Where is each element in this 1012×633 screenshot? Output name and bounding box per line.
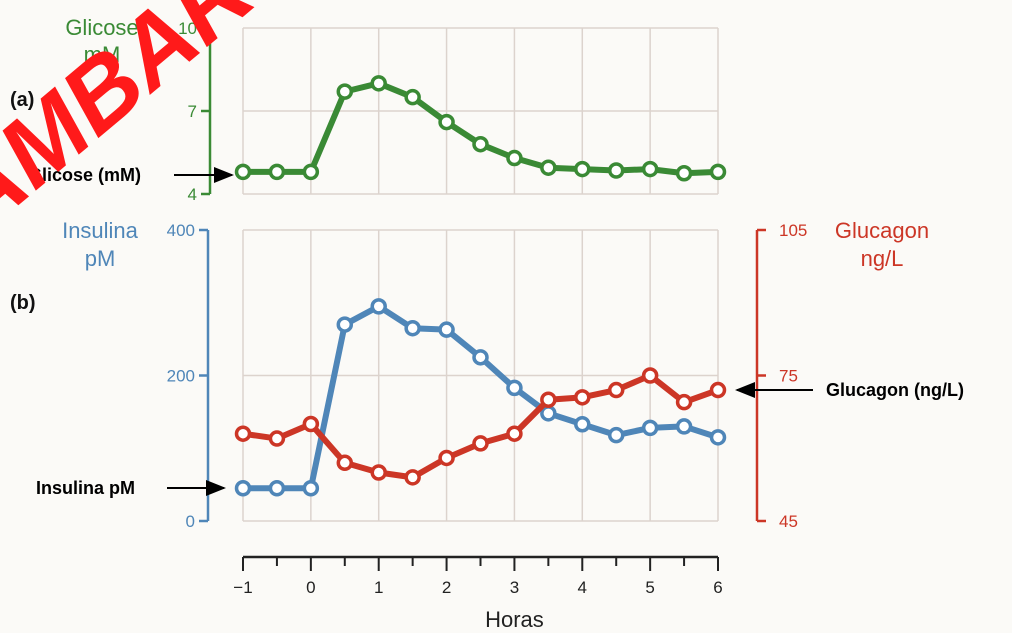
insulin-point <box>540 405 557 422</box>
x-tick-label: 6 <box>713 578 722 597</box>
insulin-point <box>607 426 625 444</box>
glucagon-point <box>234 425 252 442</box>
glucose-point <box>540 159 557 176</box>
insulin-y-tick-label: 200 <box>167 367 195 386</box>
panel-b-label: (b) <box>10 292 36 314</box>
glucagon-y-tick-label: 105 <box>779 221 807 240</box>
insulin-point <box>268 480 286 497</box>
insulin-point <box>675 418 693 435</box>
glucose-axis-unit: mM <box>84 42 121 67</box>
glucagon-point <box>302 415 320 433</box>
glucagon-point <box>336 454 354 472</box>
panel-a-label: (a) <box>10 89 34 111</box>
glucose-point <box>472 135 489 153</box>
glucose-axis-title: Glicose <box>65 15 138 40</box>
insulin-callout: Insulina pM <box>36 478 135 498</box>
glucose-point <box>438 113 455 131</box>
x-tick-label: 3 <box>510 578 519 597</box>
glucose-point <box>675 165 693 182</box>
glucagon-axis-unit: ng/L <box>861 246 904 271</box>
glucagon-point <box>607 381 625 399</box>
glucagon-point <box>438 449 455 467</box>
glucagon-y-tick-label: 75 <box>779 367 798 386</box>
glucose-point <box>574 160 591 178</box>
glucagon-point <box>268 430 286 447</box>
glucagon-point <box>506 425 523 442</box>
glucose-y-tick-label: 10 <box>178 19 197 38</box>
glucose-callout: Glicose (mM) <box>28 165 141 185</box>
x-tick-label: 1 <box>374 578 383 597</box>
x-tick-label: −1 <box>233 578 252 597</box>
glucose-point <box>234 163 252 181</box>
insulin-point <box>709 429 727 446</box>
glucagon-point <box>641 367 659 384</box>
glucagon-point <box>709 381 727 399</box>
insulin-point <box>438 321 455 338</box>
glucose-y-tick-label: 4 <box>188 185 197 204</box>
glucose-point <box>370 75 387 92</box>
insulin-y-tick-label: 0 <box>186 512 195 531</box>
insulin-axis-title: Insulina <box>62 218 139 243</box>
watermark: AMBAR <box>0 0 273 255</box>
glucagon-y-tick-label: 45 <box>779 512 798 531</box>
glucose-point <box>336 83 354 100</box>
glucose-point <box>506 149 523 167</box>
insulin-line <box>243 303 719 492</box>
glucose-point <box>404 88 421 106</box>
x-axis-title: Horas <box>485 607 544 632</box>
insulin-point <box>641 419 659 437</box>
glucose-point <box>607 162 625 179</box>
insulin-point <box>574 415 591 433</box>
insulin-point <box>234 480 252 497</box>
insulin-point <box>370 298 387 315</box>
x-tick-label: 5 <box>645 578 654 597</box>
glucagon-point <box>472 435 489 452</box>
insulin-point <box>404 319 421 337</box>
glucose-point <box>302 163 320 181</box>
glucose-line <box>243 80 719 177</box>
glucose-point <box>268 163 286 181</box>
glucagon-point <box>370 464 387 481</box>
x-tick-label: 2 <box>442 578 451 597</box>
insulin-point <box>336 316 354 333</box>
insulin-axis-unit: pM <box>85 246 116 271</box>
glucagon-point <box>540 391 557 408</box>
glucagon-axis-title: Glucagon <box>835 218 929 243</box>
x-tick-label: 4 <box>578 578 587 597</box>
glucagon-point <box>404 469 421 486</box>
glucose-point <box>709 163 727 181</box>
glucagon-callout: Glucagon (ng/L) <box>826 380 964 400</box>
insulin-point <box>472 349 489 366</box>
glucagon-point <box>574 389 591 406</box>
insulin-y-tick-label: 400 <box>167 221 195 240</box>
glucose-y-tick-label: 7 <box>188 102 197 121</box>
glucagon-point <box>675 393 693 411</box>
glucose-point <box>641 160 659 178</box>
insulin-point <box>506 379 523 397</box>
insulin-point <box>302 480 320 497</box>
x-tick-label: 0 <box>306 578 315 597</box>
